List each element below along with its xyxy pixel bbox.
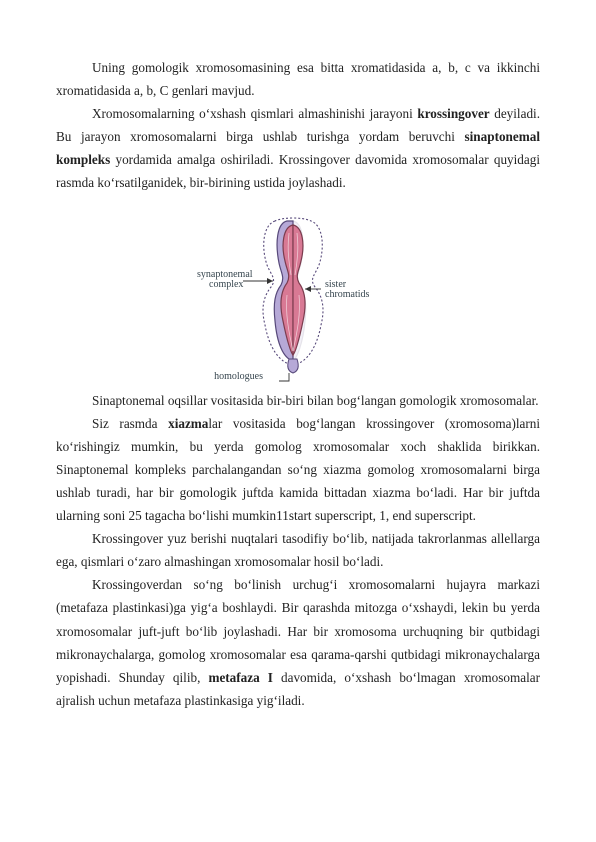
bold-term-xiazma: xiazma [168,416,208,431]
fig-label-homologues: homologues [214,371,263,382]
paragraph-6: Krossingoverdan soʻng boʻlinish urchugʻi… [56,573,540,712]
paragraph-1: Uning gomologik xromosomasining esa bitt… [56,56,540,102]
text: lar vositasida bogʻlangan krossingover (… [56,416,540,523]
fig-label-complex: complex [209,279,243,290]
text: Xromosomalarning oʻxshash qismlari almas… [92,106,417,121]
fig-label-chromatids: chromatids [325,289,370,300]
figure-chromosome: synaptonemal complex sister chromatids h… [56,203,540,383]
paragraph-4: Siz rasmda xiazmalar vositasida bogʻlang… [56,412,540,527]
paragraph-3: Sinaptonemal oqsillar vositasida bir-bir… [56,389,540,412]
bold-term-metafaza: metafaza I [208,670,272,685]
paragraph-2: Xromosomalarning oʻxshash qismlari almas… [56,102,540,194]
paragraph-5: Krossingover yuz berishi nuqtalari tasod… [56,527,540,573]
text: Krossingoverdan soʻng boʻlinish urchugʻi… [56,577,540,684]
text: yordamida amalga oshiriladi. Krossingove… [56,152,540,190]
bold-term-krossingover: krossingover [417,106,489,121]
text: Siz rasmda [92,416,168,431]
